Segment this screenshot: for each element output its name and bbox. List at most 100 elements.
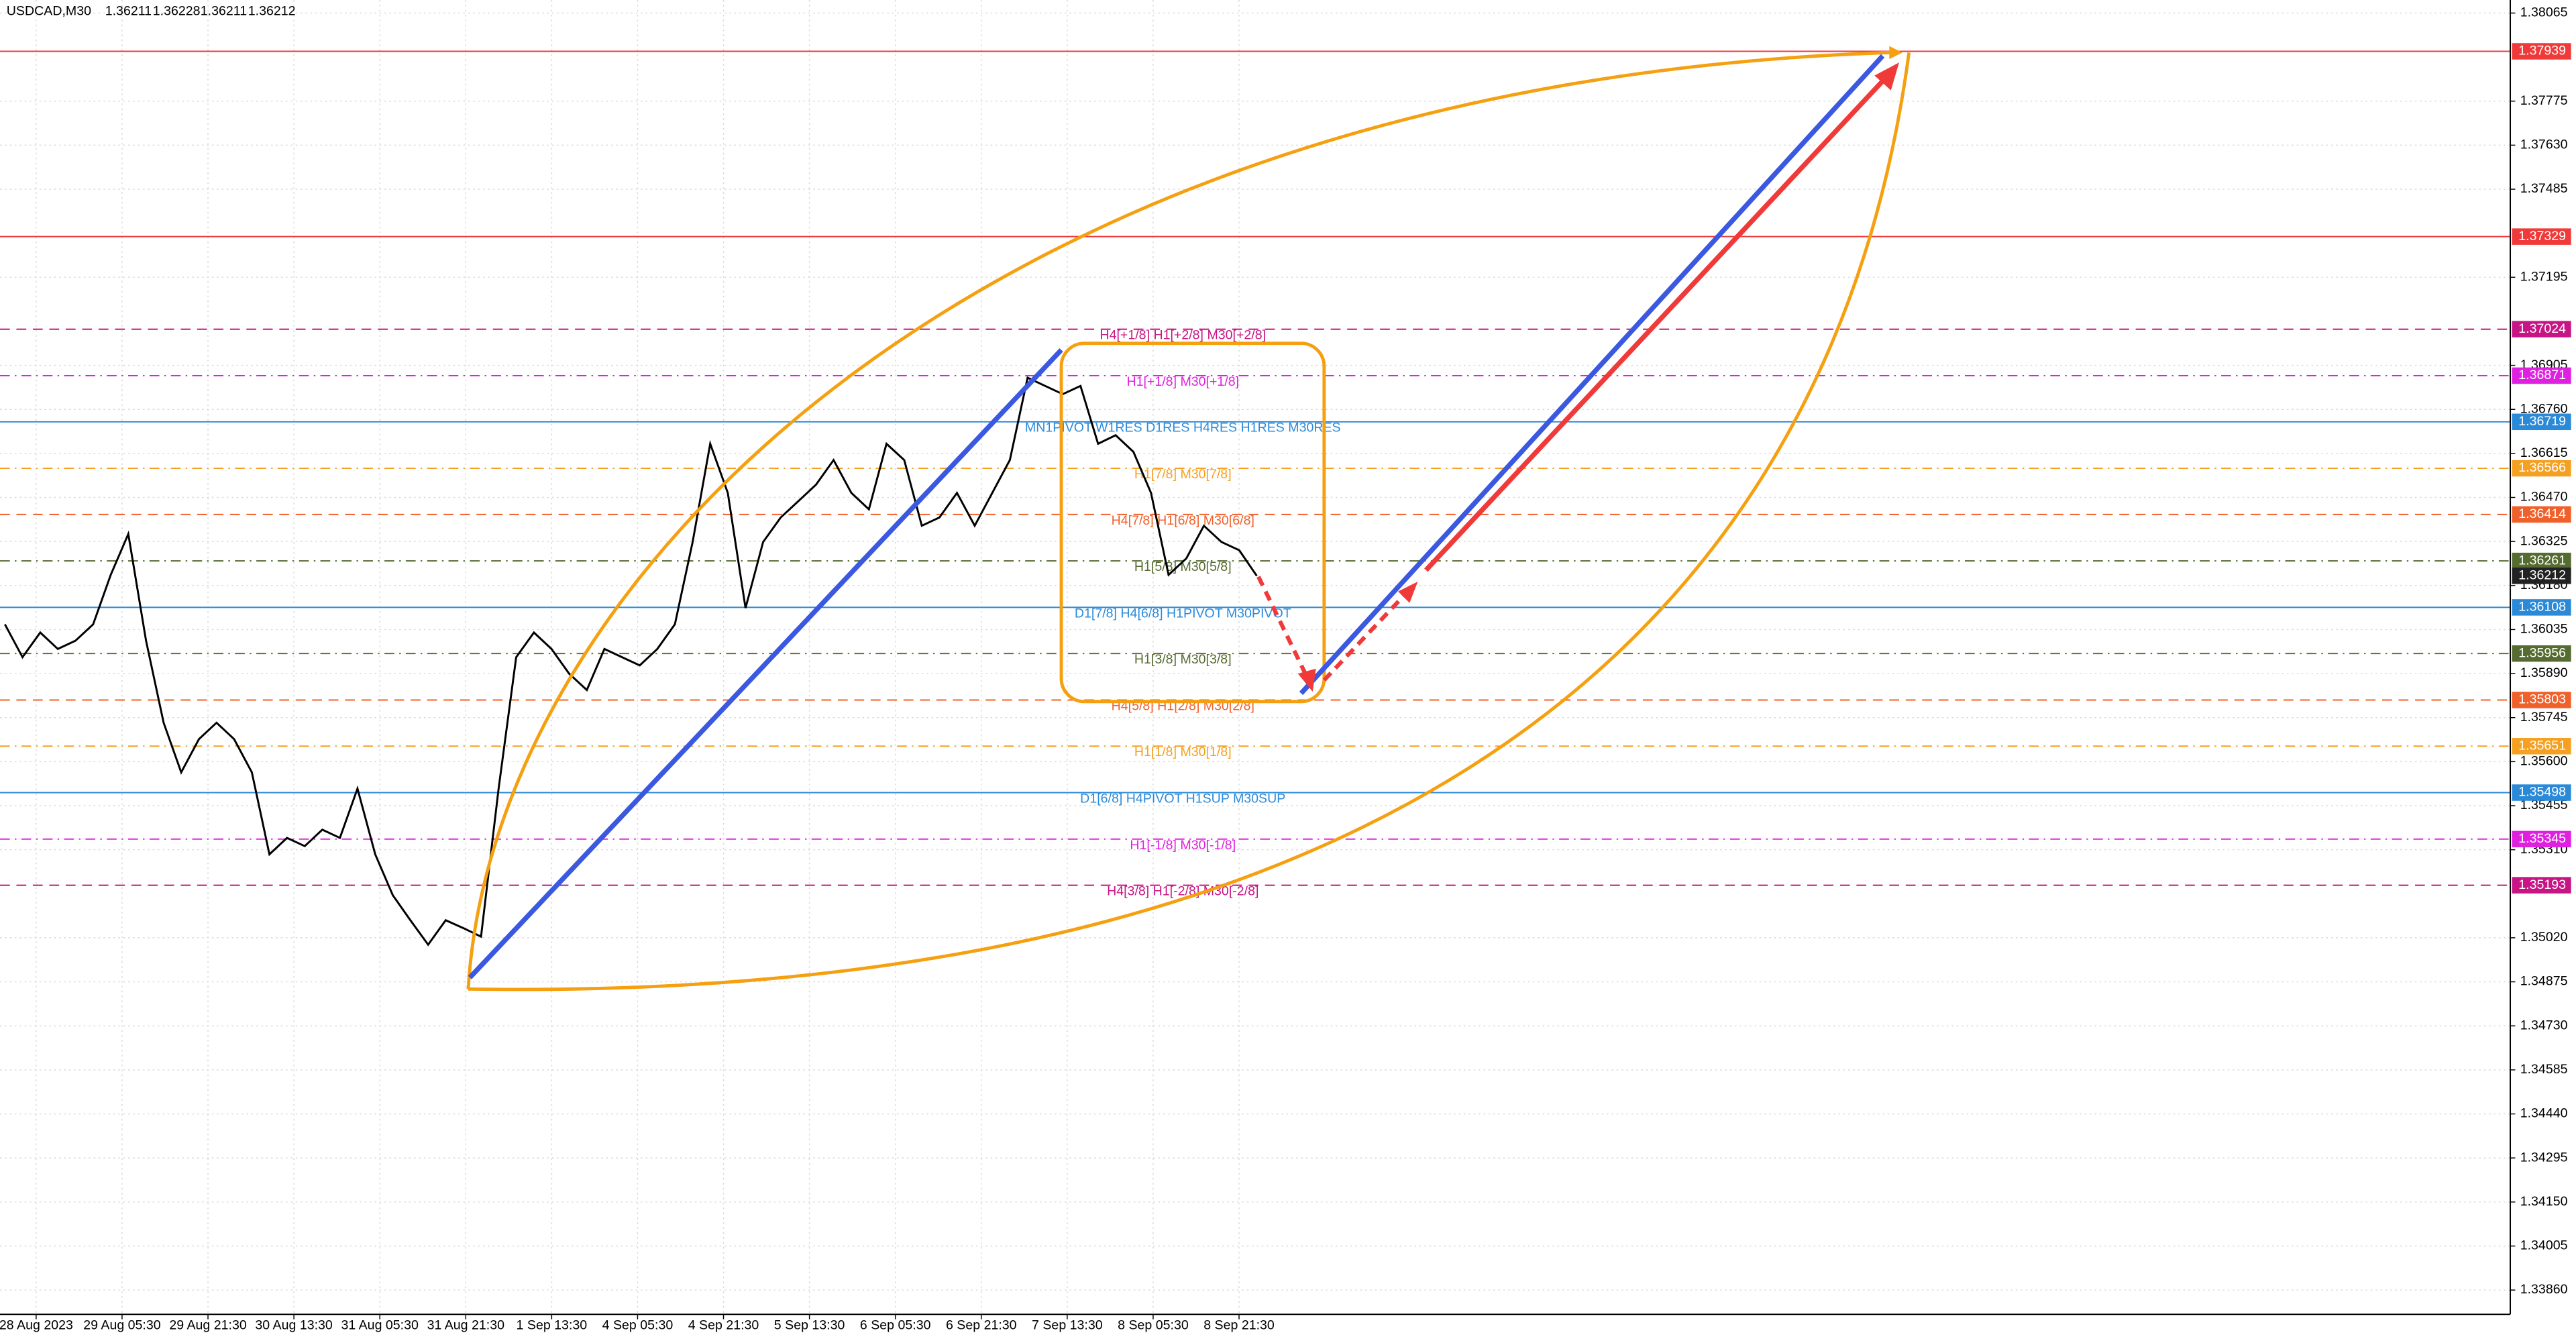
high: 1.36228 — [153, 3, 201, 18]
x-tick-label: 1 Sep 13:30 — [517, 1318, 588, 1333]
arrow-head — [1297, 668, 1316, 692]
y-tick-label: 1.37485 — [2520, 181, 2568, 196]
y-tick-label: 1.34295 — [2520, 1150, 2568, 1165]
x-tick-label: 31 Aug 21:30 — [427, 1318, 505, 1333]
price-box — [2512, 784, 2571, 801]
level-label: D1[7/8] H4[6/8] H1PIVOT M30PIVOT — [1075, 606, 1291, 621]
arrow-head — [1398, 581, 1418, 603]
price-box-label: 1.35345 — [2518, 831, 2566, 846]
orange-box — [1059, 341, 1326, 704]
price-box — [2512, 43, 2571, 60]
y-tick-label: 1.34440 — [2520, 1106, 2568, 1121]
price-box — [2512, 321, 2571, 337]
level-label: H1[+1/8] M30[+1/8] — [1126, 374, 1239, 389]
price-box-label: 1.37024 — [2518, 321, 2566, 336]
x-tick-label: 30 Aug 13:30 — [255, 1318, 333, 1333]
price-box-label: 1.36566 — [2518, 460, 2566, 475]
price-box-label: 1.36108 — [2518, 600, 2566, 614]
y-tick-label: 1.35455 — [2520, 798, 2568, 812]
price-box — [2512, 877, 2571, 894]
x-tick-label: 29 Aug 21:30 — [169, 1318, 247, 1333]
current-price-box — [2512, 568, 2571, 584]
price-box-label: 1.36261 — [2518, 553, 2566, 568]
current-price-label: 1.36212 — [2518, 568, 2566, 582]
price-box-label: 1.37329 — [2518, 229, 2566, 244]
y-tick-label: 1.38065 — [2520, 5, 2568, 20]
grid — [0, 0, 2511, 1315]
price-box — [2512, 552, 2571, 570]
y-tick-label: 1.34585 — [2520, 1062, 2568, 1077]
header: USDCAD,M30 1.36211 1.36228 1.36211 1.362… — [7, 3, 296, 18]
y-tick-label: 1.34730 — [2520, 1018, 2568, 1032]
price-box — [2512, 692, 2571, 708]
price — [4, 376, 1258, 947]
level-label: H1[5/8] M30[5/8] — [1134, 559, 1232, 574]
y-tick-label: 1.36760 — [2520, 401, 2568, 416]
y-tick-label: 1.34875 — [2520, 974, 2568, 989]
price-box-label: 1.36414 — [2518, 506, 2566, 521]
arrow-head — [1889, 46, 1902, 60]
y-tick-label: 1.33860 — [2520, 1282, 2568, 1297]
price-box-label: 1.35803 — [2518, 692, 2566, 707]
y-tick-label: 1.37630 — [2520, 138, 2568, 152]
level-label: H1[-1/8] M30[-1/8] — [1130, 838, 1236, 853]
x-tick-label: 8 Sep 21:30 — [1203, 1318, 1275, 1333]
price-box-label: 1.36871 — [2518, 368, 2566, 382]
price-box — [2512, 599, 2571, 616]
level-label: H1[7/8] M30[7/8] — [1134, 467, 1232, 482]
price-box-label: 1.35651 — [2518, 738, 2566, 753]
price-line — [4, 376, 1258, 947]
price-box — [2512, 228, 2571, 245]
x-tick-label: 29 Aug 05:30 — [83, 1318, 161, 1333]
y-tick-label: 1.34150 — [2520, 1194, 2568, 1209]
y-tick-label: 1.34005 — [2520, 1238, 2568, 1253]
drawings — [466, 46, 1911, 992]
price-box — [2512, 367, 2571, 384]
level-label: H1[1/8] M30[1/8] — [1134, 745, 1232, 759]
price-box — [2512, 460, 2571, 477]
price-box — [2512, 831, 2571, 848]
price-box-label: 1.35956 — [2518, 645, 2566, 660]
y-tick-label: 1.35890 — [2520, 665, 2568, 680]
orange-curve — [466, 50, 1890, 989]
x-tick-label: 4 Sep 21:30 — [688, 1318, 759, 1333]
level-label: H4[3/8] H1[-2/8] M30[-2/8] — [1107, 884, 1258, 899]
y-tick-label: 1.37195 — [2520, 269, 2568, 284]
level-label: D1[6/8] H4PIVOT H1SUP M30SUP — [1080, 792, 1285, 806]
y-tick-label: 1.36615 — [2520, 445, 2568, 460]
price-box — [2512, 645, 2571, 662]
y-tick-label: 1.36470 — [2520, 490, 2568, 504]
price-box-label: 1.35193 — [2518, 877, 2566, 892]
x-tick-label: 5 Sep 13:30 — [774, 1318, 845, 1333]
close: 1.36212 — [248, 3, 296, 18]
levels: H4[+1/8] H1[+2/8] M30[+2/8] H1[+1/8] M30[… — [0, 50, 2511, 899]
level-label: H4[7/8] H1[6/8] M30[6/8] — [1112, 513, 1254, 528]
y-tick-label: 1.36035 — [2520, 622, 2568, 637]
open: 1.36211 — [105, 3, 152, 18]
level-label: H4[+1/8] H1[+2/8] M30[+2/8] — [1099, 328, 1266, 343]
price-box-label: 1.37939 — [2518, 44, 2566, 58]
y-tick-label: 1.37775 — [2520, 93, 2568, 108]
red-dashed-arrow — [1256, 576, 1310, 680]
low: 1.36211 — [201, 3, 247, 18]
y-tick-label: 1.35020 — [2520, 930, 2568, 945]
y-tick-label: 1.36325 — [2520, 533, 2568, 548]
red-arrow — [1424, 72, 1892, 572]
price-box — [2512, 506, 2571, 523]
level-label: H1[3/8] M30[3/8] — [1134, 652, 1232, 667]
price-box-label: 1.36719 — [2518, 414, 2566, 429]
x-tick-label: 31 Aug 05:30 — [341, 1318, 419, 1333]
x-tick-label: 28 Aug 2023 — [0, 1318, 73, 1333]
price-box-label: 1.35498 — [2518, 785, 2566, 800]
price-box — [2512, 738, 2571, 755]
price-box — [2512, 413, 2571, 431]
x-tick-label: 7 Sep 13:30 — [1032, 1318, 1103, 1333]
y-tick-label: 1.35745 — [2520, 710, 2568, 725]
blue-trend-line — [468, 348, 1063, 979]
orange-curve — [468, 52, 1911, 992]
symbol: USDCAD,M30 — [7, 3, 91, 18]
x-tick-label: 6 Sep 21:30 — [946, 1318, 1017, 1333]
